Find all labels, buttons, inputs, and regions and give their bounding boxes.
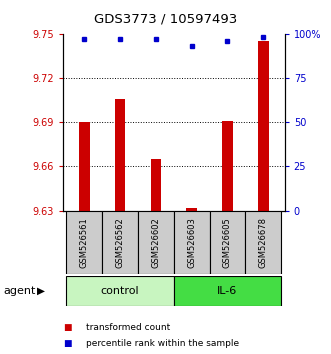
Text: control: control [101,286,139,296]
Bar [174,276,281,306]
Bar [115,98,125,211]
Bar [138,211,174,274]
Bar [67,276,174,306]
Bar [174,211,210,274]
Text: GDS3773 / 10597493: GDS3773 / 10597493 [94,12,237,25]
Text: ■: ■ [63,323,71,332]
Text: IL-6: IL-6 [217,286,238,296]
Bar [67,211,102,274]
Bar [79,122,90,211]
Text: ■: ■ [63,339,71,348]
Bar [186,208,197,211]
Bar [210,211,245,274]
Bar [245,211,281,274]
Text: GSM526602: GSM526602 [151,217,161,268]
Text: ▶: ▶ [37,286,45,296]
Text: transformed count: transformed count [86,323,170,332]
Text: percentile rank within the sample: percentile rank within the sample [86,339,239,348]
Bar [258,41,268,211]
Bar [151,159,161,211]
Bar [222,121,233,211]
Text: GSM526678: GSM526678 [259,217,268,268]
Text: GSM526605: GSM526605 [223,217,232,268]
Text: GSM526561: GSM526561 [80,217,89,268]
Text: agent: agent [3,286,36,296]
Bar [102,211,138,274]
Text: GSM526562: GSM526562 [116,217,124,268]
Text: GSM526603: GSM526603 [187,217,196,268]
